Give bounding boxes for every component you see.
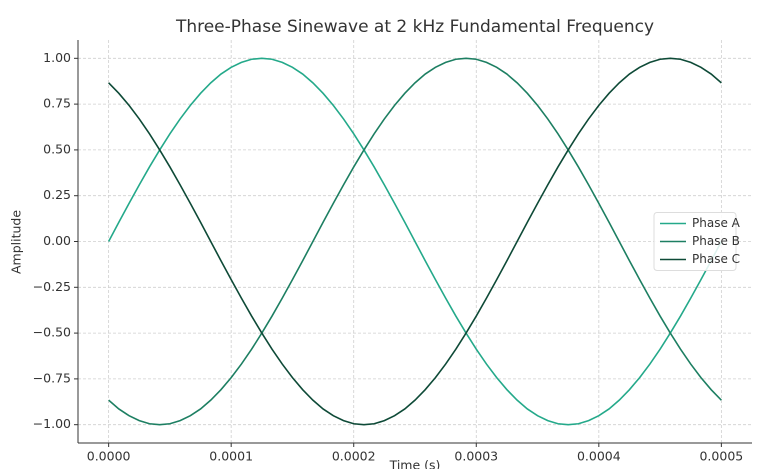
x-tick-label: 0.0003 [454,449,498,464]
y-tick-label: 0.25 [43,187,71,202]
x-tick-label: 0.0002 [332,449,376,464]
y-tick-label: 0.00 [43,233,71,248]
legend-label: Phase C [692,252,740,266]
x-tick-label: 0.0001 [209,449,253,464]
line-series [108,57,722,426]
x-tick-label: 0.0005 [699,449,743,464]
x-tick-label: 0.0000 [87,449,131,464]
legend-box [653,212,737,271]
y-tick-label: 0.75 [43,96,71,111]
legend-label: Phase A [692,216,741,230]
y-tick-label: −0.25 [33,279,71,294]
line-series [107,57,723,426]
legend-label: Phase B [692,234,740,248]
y-tick-label: −0.75 [33,370,71,385]
y-tick-label: −1.00 [33,416,71,431]
x-tick-label: 0.0004 [577,449,621,464]
chart-title: Three-Phase Sinewave at 2 kHz Fundamenta… [175,17,654,37]
x-axis-label: Time (s) [389,458,441,469]
y-tick-label: −0.50 [33,325,71,340]
y-tick-label: 0.50 [43,141,71,156]
line-series [108,57,722,426]
y-axis-label: Amplitude [9,210,24,274]
y-tick-label: 1.00 [43,50,71,65]
